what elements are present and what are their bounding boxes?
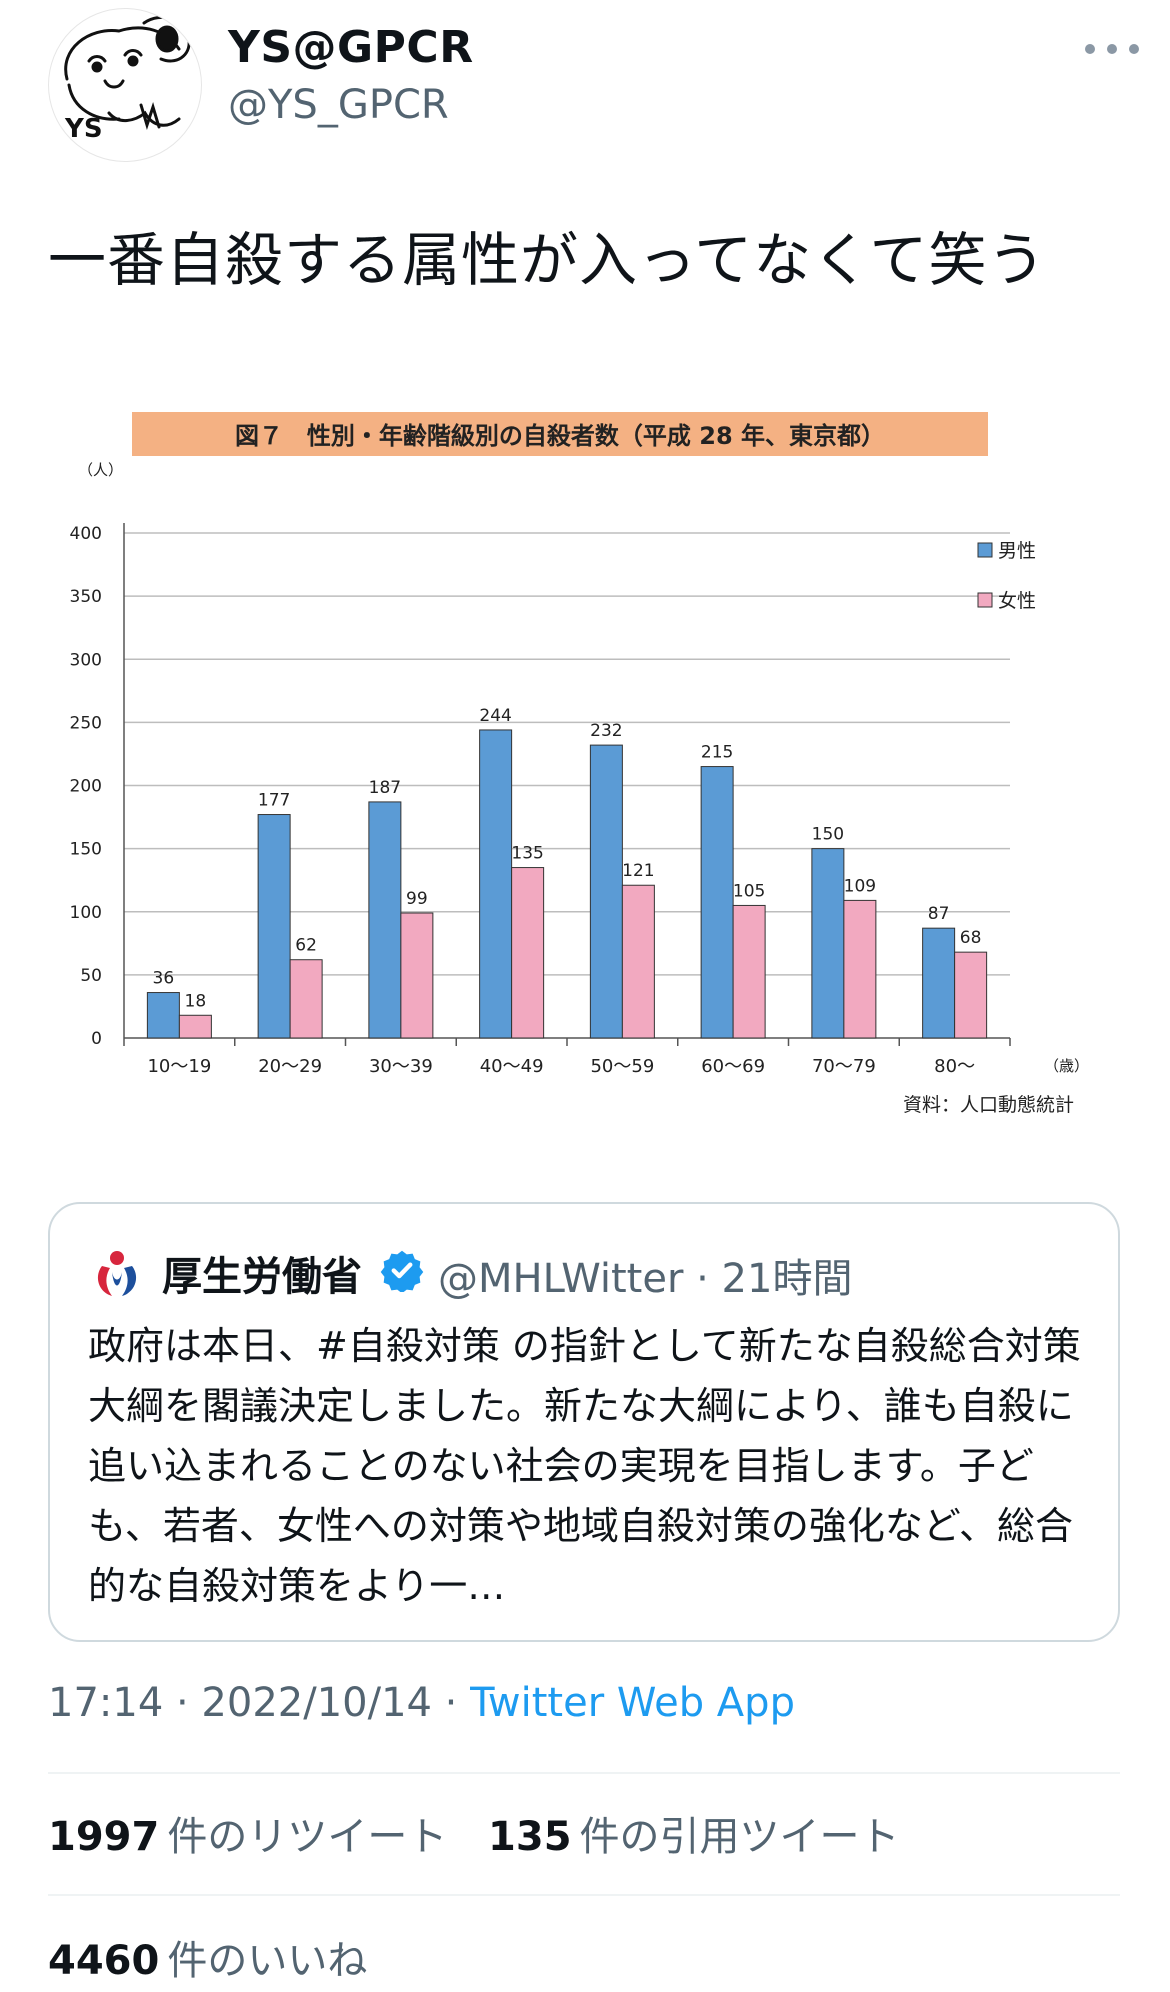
quoted-tweet-body: 政府は本日、#自殺対策 の指針として新たな自殺総合対策大綱を閣議決定しました。新… (88, 1324, 1081, 1608)
y-tick-label: 300 (70, 650, 102, 670)
data-label: 18 (185, 991, 207, 1011)
divider (48, 1772, 1120, 1774)
like-count: 4460 (48, 1938, 160, 1984)
data-label: 232 (590, 721, 622, 741)
quote-count: 135 (488, 1814, 572, 1860)
y-tick-label: 50 (80, 966, 102, 986)
bar-male (257, 814, 291, 1039)
legend-label: 女性 (998, 590, 1036, 612)
bar-male (479, 729, 513, 1039)
x-tick-label: 30～39 (369, 1056, 433, 1077)
x-tick-label: 40～49 (480, 1056, 544, 1077)
bar-female (621, 884, 655, 1039)
y-tick-label: 400 (70, 524, 102, 544)
tweet-text: 一番自殺する属性が入ってなくて笑う (48, 226, 1047, 294)
tweet-timestamp: 17:14 · 2022/10/14 · Twitter Web App (48, 1680, 795, 1726)
retweet-count: 1997 (48, 1814, 160, 1860)
bar-female (511, 867, 545, 1039)
quoted-handle-time: @MHLWitter · 21時間 (438, 1256, 853, 1302)
y-tick-label: 150 (70, 840, 102, 860)
like-label: 件のいいね (167, 1938, 368, 1984)
tweet-time[interactable]: 17:14 · 2022/10/14 · (48, 1680, 471, 1726)
bar-male (922, 927, 956, 1039)
bar-female (400, 912, 434, 1039)
data-label: 87 (928, 904, 950, 924)
data-label: 135 (511, 844, 543, 864)
retweet-count-link[interactable]: 1997 件のリツイート (48, 1814, 447, 1860)
quoted-author-name[interactable]: 厚生労働省 (162, 1254, 362, 1300)
x-tick-label: 10～19 (147, 1056, 211, 1077)
y-tick-label: 350 (70, 587, 102, 607)
y-tick-label: 100 (70, 903, 102, 923)
chart-title: 図７ 性別・年齢階級別の自殺者数（平成 28 年、東京都） (235, 422, 885, 450)
data-label: 187 (369, 778, 401, 798)
mhlw-logo-icon (87, 1243, 147, 1303)
x-tick-label: 80～ (934, 1056, 975, 1077)
engagement-stats: 1997 件のリツイート 135 件の引用ツイート (48, 1804, 900, 1862)
x-tick-label: 20～29 (258, 1056, 322, 1077)
data-label: 109 (844, 876, 876, 896)
display-name[interactable]: YS@GPCR (228, 22, 474, 73)
quote-label: 件の引用ツイート (579, 1814, 900, 1860)
bar-female (954, 951, 988, 1039)
svg-text:YS: YS (64, 114, 103, 144)
legend-swatch (977, 542, 993, 558)
retweet-label: 件のリツイート (167, 1814, 448, 1860)
y-tick-label: 200 (70, 777, 102, 797)
bar-female (843, 899, 877, 1039)
dog-sketch-avatar-icon: YS (64, 15, 191, 144)
y-tick-label: 0 (91, 1029, 102, 1049)
avatar[interactable]: YS (48, 8, 202, 162)
chart-title-background (132, 412, 988, 456)
more-options-icon[interactable] (1072, 34, 1152, 64)
y-unit-label: （人） (78, 461, 123, 479)
data-label: 105 (733, 881, 765, 901)
data-label: 68 (960, 928, 982, 948)
like-count-link[interactable]: 4460 件のいいね (48, 1928, 367, 1986)
x-tick-label: 70～79 (812, 1056, 876, 1077)
bar-female (289, 959, 323, 1039)
data-label: 215 (701, 743, 733, 763)
verified-badge-icon (380, 1250, 424, 1292)
bar-male (700, 766, 734, 1039)
x-tick-label: 50～59 (590, 1056, 654, 1077)
bar-male (811, 848, 845, 1039)
data-label: 150 (812, 825, 844, 845)
attached-chart-image[interactable]: 図７ 性別・年齢階級別の自殺者数（平成 28 年、東京都） （人） （歳） 資料… (48, 395, 1108, 1159)
data-label: 244 (479, 706, 511, 726)
bar-female (178, 1014, 212, 1039)
data-label: 62 (295, 936, 317, 956)
data-label: 99 (406, 889, 428, 909)
data-label: 177 (258, 791, 290, 811)
legend-swatch (977, 592, 993, 608)
bar-male (146, 992, 180, 1039)
bar-chart: 図７ 性別・年齢階級別の自殺者数（平成 28 年、東京都） （人） （歳） 資料… (70, 412, 1089, 1116)
data-label: 121 (622, 861, 654, 881)
divider (48, 1894, 1120, 1896)
user-handle[interactable]: @YS_GPCR (228, 82, 449, 128)
source-app-link[interactable]: Twitter Web App (470, 1680, 795, 1726)
bar-male (589, 744, 623, 1039)
chart-source: 資料：人口動態統計 (903, 1094, 1074, 1116)
bar-female (732, 904, 766, 1039)
y-tick-label: 250 (70, 713, 102, 733)
data-label: 36 (153, 969, 175, 989)
bar-male (368, 801, 402, 1039)
quoted-tweet-card[interactable]: 厚生労働省 @MHLWitter · 21時間 政府は本日、#自殺対策 の指針と… (48, 1202, 1120, 1642)
legend-label: 男性 (998, 540, 1036, 562)
quote-count-link[interactable]: 135 件の引用ツイート (488, 1814, 900, 1860)
x-unit-label: （歳） (1044, 1057, 1089, 1075)
x-tick-label: 60～69 (701, 1056, 765, 1077)
